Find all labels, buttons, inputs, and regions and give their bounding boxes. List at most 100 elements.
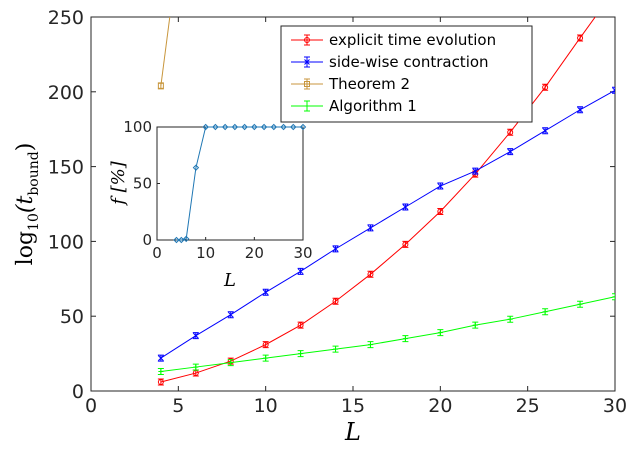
legend-item-side-wise-contraction: side-wise contraction	[291, 53, 489, 71]
inset-y-tick-label: 0	[142, 231, 152, 249]
legend-label: explicit time evolution	[329, 31, 496, 49]
series-point-side-wise-contraction	[367, 225, 374, 231]
series-point-explicit-time-evolution	[577, 34, 584, 41]
legend-marker	[304, 103, 310, 109]
series-point-algorithm-1	[367, 342, 373, 348]
series-point-theorem-2	[157, 82, 164, 89]
series-errorbar-algorithm-1	[612, 293, 615, 301]
inset-series-point	[192, 164, 200, 171]
main-y-tick-label: 250	[48, 7, 84, 29]
main-y-tick-label: 50	[60, 306, 84, 328]
inset-y-tick-label: 50	[133, 175, 152, 193]
series-point-side-wise-contraction	[472, 168, 479, 174]
legend-marker	[304, 59, 310, 65]
legend-item-theorem-2: Theorem 2	[291, 75, 410, 93]
series-point-algorithm-1	[542, 309, 548, 315]
series-point-algorithm-1	[298, 351, 304, 357]
series-point-side-wise-contraction	[332, 246, 339, 252]
series-point-algorithm-1	[402, 336, 408, 342]
legend-marker	[304, 81, 310, 87]
series-point-side-wise-contraction	[192, 332, 199, 339]
series-point-side-wise-contraction	[262, 289, 269, 296]
series-point-algorithm-1	[472, 322, 478, 328]
legend: explicit time evolution side-wise contrac…	[280, 25, 533, 123]
series-point-explicit-time-evolution	[297, 322, 304, 329]
inset-series-layer	[173, 123, 307, 244]
main-x-ticks: 0 5 10 15 20 25 30	[85, 17, 627, 417]
series-point-explicit-time-evolution	[402, 241, 409, 248]
y-label-arg-close: )	[13, 143, 38, 152]
legend-label: side-wise contraction	[329, 53, 489, 71]
series-point-explicit-time-evolution	[157, 379, 164, 386]
main-series-layer	[157, 17, 615, 386]
main-y-tick-label: 100	[48, 231, 84, 253]
inset-series-point	[290, 123, 297, 131]
series-point-explicit-time-evolution	[507, 129, 514, 136]
series-point-side-wise-contraction	[542, 127, 548, 134]
main-y-tick-label: 200	[48, 82, 84, 104]
inset-series-point	[241, 123, 248, 131]
series-point-side-wise-contraction	[297, 268, 304, 275]
series-line-algorithm-1	[160, 296, 615, 373]
inset-x-tick-label: 20	[245, 244, 264, 262]
inset-series-point	[173, 236, 180, 244]
inset-plot-frame	[156, 126, 304, 241]
legend-item-algorithm-1: Algorithm 1	[291, 97, 417, 115]
series-point-algorithm-1	[228, 360, 234, 366]
main-x-tick-label: 25	[516, 395, 540, 417]
inset-series-point	[280, 123, 287, 131]
series-point-side-wise-contraction	[158, 355, 164, 361]
inset-series-point	[221, 123, 229, 131]
main-x-tick-label: 5	[172, 395, 184, 417]
series-point-algorithm-1	[612, 294, 615, 300]
series-point-side-wise-contraction	[612, 87, 615, 94]
y-label-arg-sub: bound	[26, 151, 42, 195]
inset-y-axis-label: f [%]	[108, 160, 129, 207]
series-point-algorithm-1	[158, 369, 164, 375]
legend-items: explicit time evolution side-wise contrac…	[291, 31, 496, 115]
y-label-log-sub: 10	[26, 213, 42, 231]
y-label-log: log	[13, 231, 38, 265]
series-point-explicit-time-evolution	[367, 271, 374, 278]
inset-plot-area: 0 10 20 30 0 50 100	[123, 118, 312, 262]
inset-series-point	[299, 123, 307, 131]
series-point-algorithm-1	[437, 330, 443, 336]
legend-errorbar	[304, 78, 310, 90]
series-line-side-wise-contraction	[160, 89, 615, 359]
inset-series-point	[202, 123, 209, 131]
series-point-side-wise-contraction	[437, 183, 444, 189]
series-line-theorem-2	[160, 17, 171, 86]
main-y-tick-label: 0	[72, 381, 84, 403]
series-point-explicit-time-evolution	[437, 208, 444, 215]
inset-x-tick-label: 10	[196, 244, 215, 262]
inset-x-axis-label: L	[223, 270, 236, 291]
legend-label: Algorithm 1	[329, 97, 417, 115]
series-point-explicit-time-evolution	[542, 84, 549, 91]
legend-label: Theorem 2	[328, 75, 410, 93]
inset-series-point	[212, 123, 219, 131]
inset-series-line	[176, 126, 303, 241]
inset-series-point	[251, 123, 258, 131]
main-x-tick-label: 20	[428, 395, 452, 417]
inset-y-ticks: 0 50 100	[123, 118, 160, 249]
inset-series-point	[270, 123, 278, 131]
series-point-algorithm-1	[193, 364, 199, 370]
inset-y-tick-label: 100	[123, 118, 152, 136]
inset-series-point	[182, 235, 190, 243]
inset-series-point	[231, 123, 239, 131]
inset-series-point	[178, 236, 185, 244]
series-line-explicit-time-evolution	[160, 17, 596, 383]
main-y-tick-label: 150	[48, 157, 84, 179]
series-point-algorithm-1	[263, 355, 269, 361]
main-x-tick-label: 10	[254, 395, 278, 417]
series-point-side-wise-contraction	[402, 204, 409, 210]
inset-x-tick-label: 0	[152, 244, 162, 262]
series-point-side-wise-contraction	[507, 148, 514, 155]
legend-marker	[304, 37, 310, 43]
legend-errorbar	[304, 34, 310, 46]
main-y-axis-label: log10(tbound)	[13, 143, 42, 266]
series-point-algorithm-1	[333, 346, 339, 352]
inset-x-tick-label: 30	[293, 244, 312, 262]
